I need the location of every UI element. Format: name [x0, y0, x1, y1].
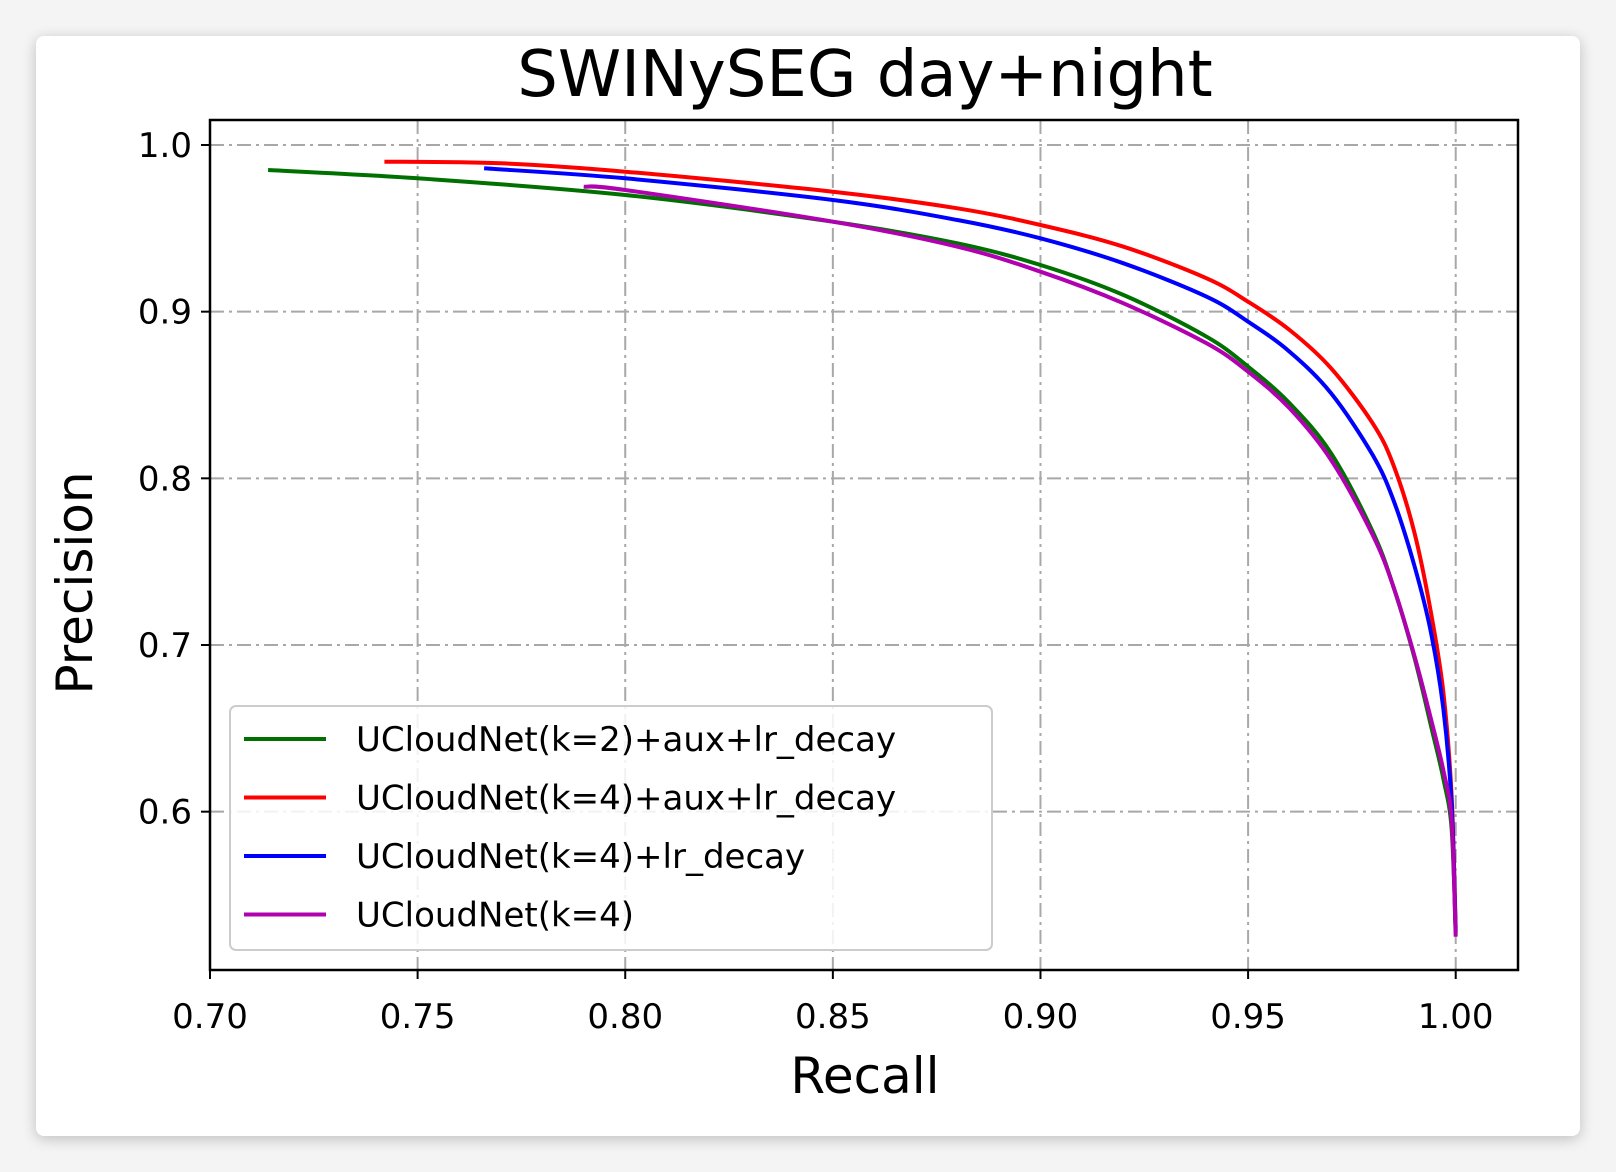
x-tick-label: 0.75 — [380, 997, 456, 1037]
chart-card: SWINySEG day+night 0.70 0.75 0.80 0.85 0.90 0… — [36, 36, 1580, 1136]
legend-label: UCloudNet(k=4) — [356, 896, 634, 936]
series-line-4 — [583, 184, 1458, 937]
x-tick-label: 0.90 — [1003, 997, 1079, 1037]
grid — [209, 120, 1518, 970]
x-tick-label: 1.00 — [1418, 997, 1494, 1037]
y-tick-label: 0.8 — [138, 459, 192, 499]
y-tick-label: 0.7 — [138, 626, 192, 666]
y-axis-title: Precision — [46, 471, 104, 694]
x-tick-label: 0.95 — [1210, 997, 1286, 1037]
series-lines — [267, 159, 1458, 937]
legend-box — [229, 705, 993, 951]
x-tick-label: 0.70 — [172, 997, 248, 1037]
legend: UCloudNet(k=2)+aux+lr_decay UCloudNet(k=4… — [229, 705, 993, 951]
y-axis: 0.6 0.7 0.8 0.9 1.0 — [138, 126, 210, 833]
series-line-2 — [384, 159, 1458, 929]
x-tick-label: 0.80 — [587, 997, 663, 1037]
legend-label: UCloudNet(k=2)+aux+lr_decay — [356, 720, 896, 760]
series-line-3 — [483, 166, 1458, 932]
legend-label: UCloudNet(k=4)+aux+lr_decay — [356, 779, 896, 819]
x-axis: 0.70 0.75 0.80 0.85 0.90 0.95 1.00 — [172, 970, 1494, 1037]
plot-frame — [208, 118, 1520, 972]
y-tick-label: 0.9 — [138, 293, 192, 333]
y-tick-label: 1.0 — [138, 126, 192, 166]
x-tick-label: 0.85 — [795, 997, 871, 1037]
y-tick-label: 0.6 — [138, 793, 192, 833]
chart-title: SWINySEG day+night — [517, 38, 1213, 112]
x-axis-title: Recall — [790, 1047, 939, 1105]
chart: SWINySEG day+night 0.70 0.75 0.80 0.85 0.90 0… — [46, 38, 1520, 1105]
legend-label: UCloudNet(k=4)+lr_decay — [356, 837, 805, 877]
